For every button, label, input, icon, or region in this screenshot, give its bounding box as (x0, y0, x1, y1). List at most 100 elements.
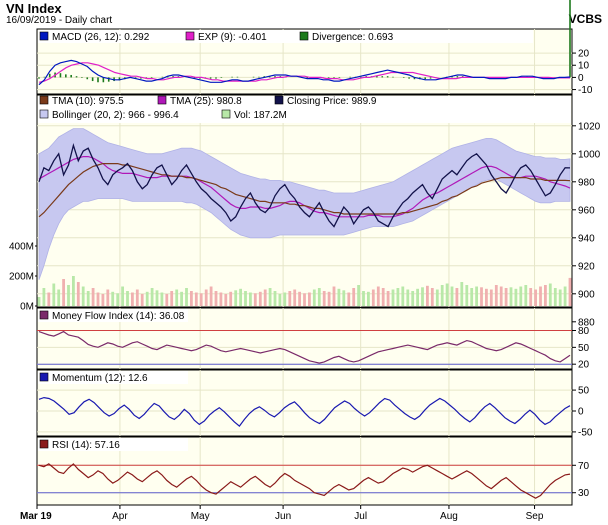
series-momentum (38, 396, 571, 427)
volume-bar (116, 293, 120, 307)
volume-bar (67, 285, 70, 306)
y-tick-label: 50 (578, 386, 590, 397)
legend-label: Closing Price: 989.9 (287, 96, 377, 107)
legend-swatch (39, 95, 49, 105)
volume-bar (465, 285, 469, 306)
volume-bar (249, 292, 252, 306)
volume-bar (524, 285, 528, 306)
volume-bar (435, 289, 439, 306)
volume-bar (190, 291, 193, 306)
volume-bar (460, 282, 464, 306)
x-tick-label: Aug (440, 511, 458, 522)
volume-bar (376, 286, 380, 306)
volume-bar (426, 285, 429, 307)
y-tick-label: 880 (578, 317, 595, 328)
x-tick-label: Apr (112, 511, 128, 522)
x-tick-label: Jun (275, 511, 291, 522)
volume-bar (298, 291, 301, 307)
volume-bar (534, 289, 537, 306)
volume-bar (396, 288, 400, 306)
volume-bar (342, 290, 346, 307)
x-tick-label: May (191, 511, 210, 522)
legend-swatch (39, 109, 49, 119)
legend-background (38, 309, 188, 322)
volume-bar (42, 288, 46, 306)
legend-label: RSI (14): 57.16 (52, 440, 120, 451)
chart-subtitle: 16/09/2019 - Daily chart (6, 15, 113, 26)
volume-bar (322, 291, 326, 306)
legend-swatch (221, 109, 231, 119)
volume-bar (411, 291, 415, 306)
volume-bar (563, 286, 567, 306)
legend-swatch (185, 31, 195, 41)
y-tick-label: 50 (578, 343, 590, 354)
volume-bar (308, 292, 311, 306)
y-tick-label: 80 (578, 326, 590, 337)
volume-bar (150, 288, 154, 306)
volume-bar (288, 291, 292, 306)
y-tick-label: 30 (578, 488, 590, 499)
volume-bar (529, 288, 533, 306)
volume-bar (126, 291, 129, 306)
legend-label: Bollinger (20, 2): 966 - 996.4 (52, 110, 179, 121)
legend-label: Money Flow Index (14): 36.08 (52, 311, 185, 322)
y-tick-label: 940 (578, 233, 595, 244)
volume-bar (47, 292, 51, 306)
legend-label: TMA (10): 975.5 (52, 96, 124, 107)
volume-bar (303, 293, 306, 307)
volume-bar (278, 294, 282, 306)
volume-bar (440, 285, 444, 306)
volume-bar (553, 288, 557, 306)
legend-label: Momentum (12): 12.6 (52, 373, 148, 384)
volume-bar (76, 282, 80, 306)
volume-bar (475, 286, 478, 306)
y-tick-label: 20 (578, 360, 590, 371)
volume-bar (430, 288, 434, 306)
legend-swatch (39, 439, 49, 449)
volume-bar (485, 288, 488, 307)
volume-bar (489, 289, 493, 306)
volume-bar (558, 289, 562, 306)
y-tick-label: 20 (578, 49, 590, 60)
volume-bar (568, 277, 572, 306)
legend-label: Vol: 187.2M (234, 110, 287, 121)
volume-bar (499, 286, 503, 306)
volume-bar (509, 287, 513, 307)
y-tick-label: 0 (578, 407, 584, 418)
legend-background (38, 371, 188, 384)
volume-bar (253, 293, 257, 307)
volume-bar (229, 291, 233, 307)
volume-bar (312, 289, 316, 306)
volume-tick-label: 0M (20, 302, 34, 313)
y-tick-label: -50 (578, 427, 593, 438)
x-tick-label: Sep (526, 511, 544, 522)
y-tick-label: 920 (578, 261, 595, 272)
legend-background (38, 30, 533, 43)
volume-bar (224, 294, 228, 306)
volume-bar (86, 291, 90, 306)
volume-bar (214, 291, 218, 306)
volume-bar (91, 288, 95, 306)
volume-bar (519, 286, 523, 306)
volume-bar (135, 289, 139, 306)
volume-bar (406, 289, 410, 306)
y-tick-label: 1020 (578, 121, 601, 132)
volume-bar (470, 288, 474, 306)
legend-swatch (274, 95, 284, 105)
x-tick-label: Jul (354, 511, 367, 522)
volume-bar (283, 292, 287, 306)
volume-bar (263, 289, 267, 306)
volume-bar (62, 279, 65, 306)
volume-bar (416, 288, 419, 307)
volume-bar (52, 283, 56, 306)
legend-swatch (157, 95, 167, 105)
volume-bar (194, 292, 198, 306)
volume-bar (445, 283, 449, 306)
chart-source: VCBS (568, 12, 602, 26)
legend-background (38, 96, 571, 123)
volume-bar (539, 286, 542, 306)
y-tick-label: 1000 (578, 149, 601, 160)
volume-bar (145, 291, 149, 307)
